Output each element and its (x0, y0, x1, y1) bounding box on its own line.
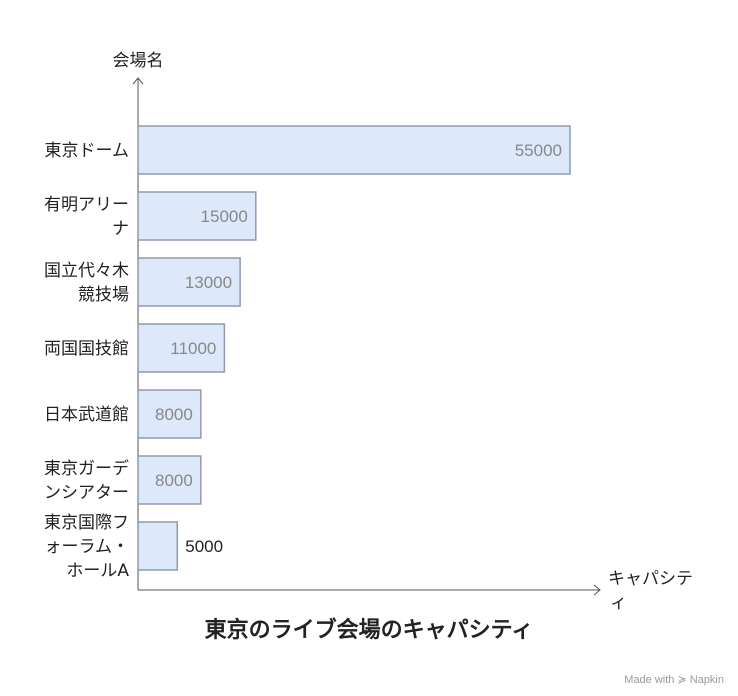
category-label: 東京国際フォーラム・ホールA (44, 513, 129, 581)
value-label: 8000 (155, 471, 193, 490)
value-label: 13000 (185, 273, 232, 292)
category-label: 東京ドーム (45, 141, 130, 161)
value-label: 15000 (201, 207, 248, 226)
value-label: 8000 (155, 405, 193, 424)
x-axis-arrow-icon (593, 584, 601, 596)
category-label-line: 日本武道館 (44, 405, 129, 425)
bar (137, 389, 202, 439)
x-axis-title-line: キャパシテ (608, 569, 693, 589)
value-label: 55000 (515, 141, 562, 160)
y-axis-arrow-icon (132, 77, 144, 85)
bar (137, 257, 241, 307)
x-axis-title-line: ィ (610, 593, 627, 610)
category-label: 有明アリーナ (44, 195, 129, 239)
value-label: 5000 (185, 537, 223, 556)
category-label-line: 東京国際フ (44, 513, 129, 533)
category-label-line: ナ (112, 219, 129, 239)
x-axis-title: キャパシテ ィ (608, 569, 698, 610)
category-label-line: 国立代々木 (44, 261, 129, 281)
category-label: 日本武道館 (44, 405, 129, 425)
bar (137, 191, 257, 241)
chart-title: 東京のライブ会場のキャパシティ (204, 618, 534, 643)
category-label-line: 競技場 (78, 285, 129, 305)
category-labels: 東京ドーム有明アリーナ国立代々木競技場両国国技館日本武道館東京ガーデンシアター東… (44, 141, 129, 581)
bar (137, 125, 571, 175)
category-label-line: 両国国技館 (44, 339, 129, 359)
bar (137, 323, 226, 373)
bar (137, 455, 202, 505)
bars-group: 55000 15000 13000 11000 8000 8000 5000 (137, 125, 571, 571)
category-label: 東京ガーデンシアター (44, 458, 129, 503)
bar (137, 521, 179, 571)
category-label-line: 東京ガーデ (44, 458, 129, 479)
bar-chart: 会場名 キャパシテ ィ 55000 15000 13000 11000 8000 8000… (44, 51, 698, 610)
category-label-line: ンシアター (44, 483, 129, 503)
category-label-line: 東京ドーム (45, 141, 130, 161)
category-label-line: ホールA (66, 561, 129, 581)
category-label: 国立代々木競技場 (44, 261, 129, 305)
category-label-line: 有明アリー (44, 195, 129, 215)
watermark: Made with ≽ Napkin (624, 674, 724, 686)
value-label: 11000 (170, 339, 216, 358)
category-label: 両国国技館 (44, 339, 129, 359)
category-label-line: ォーラム・ (45, 537, 130, 557)
y-axis-title: 会場名 (113, 51, 164, 71)
